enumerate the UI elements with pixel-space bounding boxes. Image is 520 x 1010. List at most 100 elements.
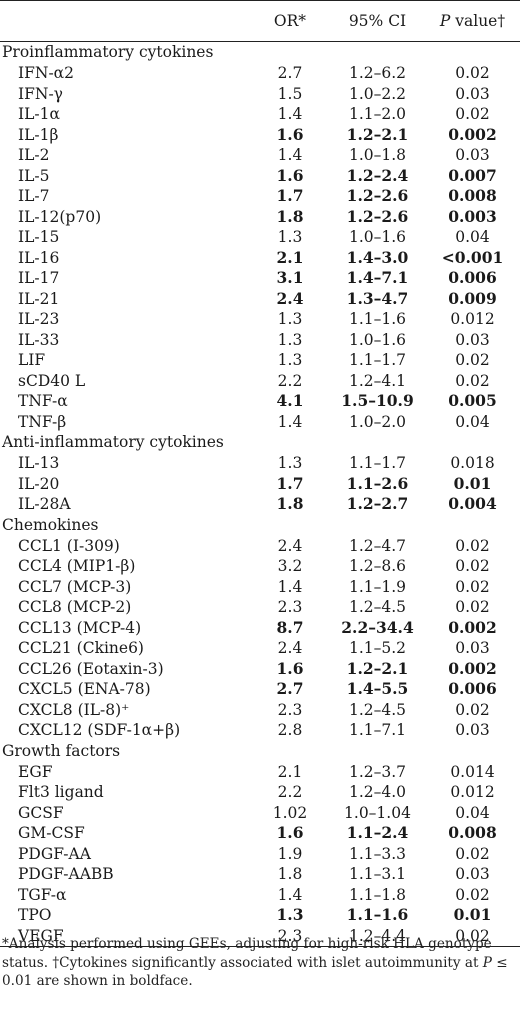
odds-ratio: 2.8: [277, 721, 303, 739]
table-row: CCL1 (I-309) 2.4 1.2–4.7 0.02: [0, 536, 520, 557]
cytokine-name: IL-15: [18, 228, 60, 246]
header-row: OR* 95% CI P value†: [0, 0, 520, 42]
table-row: TGF-α 1.4 1.1–1.8 0.02: [0, 885, 520, 906]
cytokine-name: CXCL8 (IL-8)⁺: [18, 700, 130, 719]
confidence-interval: 2.2–34.4: [341, 617, 414, 637]
p-value: <0.001: [441, 247, 504, 267]
table-row: TNF-β 1.4 1.0–2.0 0.04: [0, 412, 520, 433]
confidence-interval: 1.2–4.7: [348, 536, 407, 555]
category-title: Chemokines: [2, 515, 99, 534]
p-value: 0.02: [455, 105, 490, 123]
cytokine-name: CCL7 (MCP-3): [18, 577, 132, 596]
odds-ratio: 2.4: [277, 536, 303, 555]
cytokine-name: CXCL12 (SDF-1α+β): [18, 721, 181, 739]
confidence-interval: 1.2–8.6: [348, 557, 407, 575]
confidence-interval: 1.1–2.4: [346, 823, 409, 842]
p-value: 0.002: [448, 124, 497, 144]
category-row: Anti-inflammatory cytokines: [0, 432, 520, 453]
cytokine-name: IL-33: [18, 330, 60, 349]
odds-ratio: 1.8: [277, 865, 303, 883]
odds-ratio: 1.4: [277, 885, 303, 904]
p-value: 0.005: [448, 391, 497, 410]
p-value: 0.02: [455, 926, 490, 945]
p-value: 0.02: [455, 598, 490, 616]
p-value: 0.04: [455, 228, 490, 246]
odds-ratio: 1.3: [277, 330, 303, 349]
table-row: CXCL5 (ENA-78) 2.7 1.4–5.5 0.006: [0, 679, 520, 700]
confidence-interval: 1.1–3.3: [348, 844, 407, 863]
table-row: IL-33 1.3 1.0–1.6 0.03: [0, 330, 520, 351]
p-value: 0.01: [453, 473, 492, 493]
odds-ratio: 1.8: [276, 494, 304, 513]
odds-ratio: 2.3: [277, 926, 303, 945]
p-value: 0.008: [448, 186, 497, 205]
header-p-symbol: P: [439, 11, 451, 30]
table-row: TNF-α 4.1 1.5–10.9 0.005: [0, 391, 520, 412]
header-or: OR*: [250, 0, 330, 42]
p-value: 0.002: [448, 617, 497, 637]
table-row: CCL13 (MCP-4) 8.7 2.2–34.4 0.002: [0, 618, 520, 639]
footnote-part1: *Analysis performed using GEEs, adjustin…: [2, 936, 492, 971]
odds-ratio: 1.3: [276, 905, 304, 924]
confidence-interval: 1.2–6.2: [348, 64, 407, 82]
p-value: 0.03: [455, 146, 490, 164]
odds-ratio: 1.3: [277, 351, 303, 369]
table-row: IL-21 2.4 1.3–4.7 0.009: [0, 289, 520, 310]
cytokine-name: IL-1α: [18, 105, 60, 123]
header-p-suffix: value†: [450, 11, 506, 30]
odds-ratio: 1.4: [277, 146, 303, 164]
table-row: EGF 2.1 1.2–3.7 0.014: [0, 762, 520, 783]
p-value: 0.012: [450, 310, 495, 328]
footnote-p-symbol: P: [482, 954, 492, 971]
p-value: 0.007: [448, 165, 497, 185]
p-value: 0.012: [450, 783, 495, 801]
table-row: IL-13 1.3 1.1–1.7 0.018: [0, 453, 520, 474]
cytokine-name: IL-2: [18, 146, 50, 164]
table-row: IL-17 3.1 1.4–7.1 0.006: [0, 268, 520, 289]
table-row: GCSF 1.02 1.0–1.04 0.04: [0, 803, 520, 824]
category-row: Growth factors: [0, 741, 520, 762]
table-row: CXCL8 (IL-8)⁺ 2.3 1.2–4.5 0.02: [0, 700, 520, 721]
cytokine-name: VEGF: [18, 926, 64, 945]
cytokine-name: LIF: [18, 351, 46, 369]
odds-ratio: 2.3: [277, 700, 303, 719]
cytokine-name: PDGF-AABB: [18, 865, 114, 883]
odds-ratio: 1.7: [276, 186, 304, 205]
confidence-interval: 1.1–2.0: [348, 105, 407, 123]
cytokine-name: CCL1 (I-309): [18, 536, 120, 555]
confidence-interval: 1.0–1.04: [344, 803, 411, 822]
confidence-interval: 1.0–2.0: [348, 412, 407, 431]
p-value: 0.02: [455, 700, 490, 719]
p-value: 0.02: [455, 371, 490, 390]
odds-ratio: 1.3: [277, 228, 303, 246]
confidence-interval: 1.2–4.5: [348, 700, 407, 719]
table-row: IL-12(p70) 1.8 1.2–2.6 0.003: [0, 207, 520, 228]
footnote-part2: ≤ 0.01 are shown in boldface.: [2, 954, 508, 990]
table-row: CXCL12 (SDF-1α+β) 2.8 1.1–7.1 0.03: [0, 720, 520, 741]
cytokine-name: IFN-γ: [18, 84, 63, 103]
odds-ratio: 1.6: [276, 124, 304, 144]
category-row: Chemokines: [0, 515, 520, 536]
table-row: IL-1β 1.6 1.2–2.1 0.002: [0, 125, 520, 146]
cytokine-name: IFN-α2: [18, 64, 75, 82]
p-value: 0.003: [448, 206, 497, 226]
cytokine-name: TGF-α: [18, 885, 67, 904]
confidence-interval: 1.2–2.7: [346, 494, 409, 513]
p-value: 0.02: [455, 577, 490, 596]
table-row: CCL8 (MCP-2) 2.3 1.2–4.5 0.02: [0, 597, 520, 618]
confidence-interval: 1.4–7.1: [346, 268, 409, 287]
table-row: TPO 1.3 1.1–1.6 0.01: [0, 905, 520, 926]
table-row: GM-CSF 1.6 1.1–2.4 0.008: [0, 823, 520, 844]
odds-ratio: 2.7: [277, 64, 303, 82]
confidence-interval: 1.1–1.6: [346, 905, 409, 924]
table-row: IL-15 1.3 1.0–1.6 0.04: [0, 227, 520, 248]
confidence-interval: 1.1–7.1: [348, 721, 407, 739]
confidence-interval: 1.2–4.1: [348, 371, 407, 390]
cytokine-name: IL-1β: [18, 125, 59, 144]
cytokine-name: IL-20: [18, 474, 60, 493]
odds-ratio: 1.7: [276, 473, 304, 493]
p-value: 0.006: [448, 679, 497, 698]
confidence-interval: 1.2–4.4: [348, 926, 407, 945]
confidence-interval: 1.2–4.0: [348, 783, 407, 801]
confidence-interval: 1.3–4.7: [346, 288, 409, 308]
